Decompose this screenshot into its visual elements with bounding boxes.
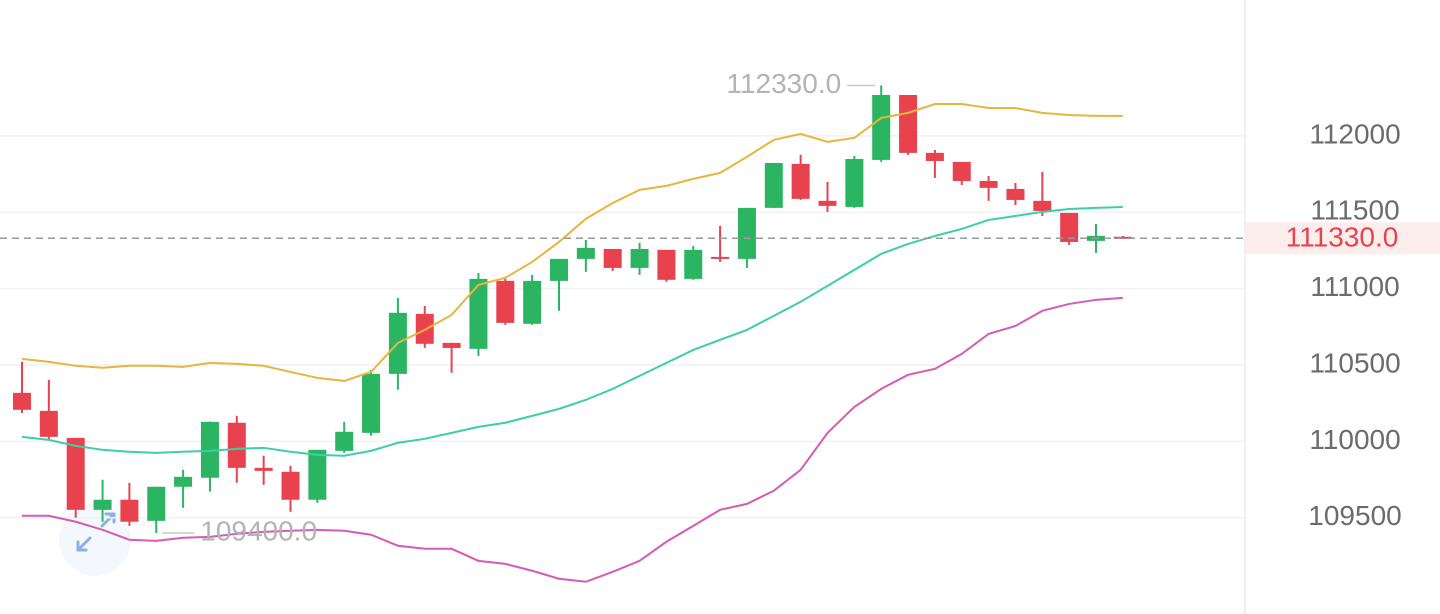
- candle-body: [603, 248, 622, 268]
- candle-body: [872, 95, 891, 160]
- candle-body: [523, 280, 542, 324]
- y-tick-label: 110000: [1309, 424, 1400, 455]
- band-line: [21, 205, 1123, 457]
- min-label: 109400.0: [200, 515, 317, 546]
- y-tick-label: 112000: [1309, 118, 1400, 149]
- y-tick-label: 111500: [1310, 195, 1399, 226]
- candle-body: [737, 207, 756, 259]
- candle-body: [764, 162, 783, 208]
- candle-body: [308, 449, 327, 500]
- candle-body: [442, 342, 461, 348]
- candle-body: [684, 249, 703, 279]
- band-line: [21, 103, 1123, 382]
- y-tick-label: 111000: [1310, 271, 1399, 302]
- candle-body: [1033, 200, 1052, 211]
- candle-body: [147, 486, 166, 521]
- candle-body: [469, 278, 488, 349]
- candle-body: [979, 180, 998, 188]
- candle-body: [227, 422, 246, 468]
- max-label: 112330.0: [726, 68, 841, 99]
- candle-body: [281, 471, 300, 500]
- candle-body: [550, 258, 568, 281]
- candle-body: [1006, 188, 1025, 200]
- zoom-button[interactable]: [59, 504, 131, 576]
- candle-body: [496, 280, 515, 323]
- y-tick-label: 110500: [1309, 347, 1400, 378]
- candle-body: [174, 476, 193, 487]
- y-tick-label: 109500: [1308, 500, 1401, 531]
- candle-body: [335, 431, 354, 451]
- candle-body: [711, 256, 730, 259]
- zoom-icon[interactable]: [76, 512, 116, 552]
- candle-body: [13, 392, 31, 410]
- candle-body: [66, 437, 85, 510]
- candle-body: [576, 247, 595, 259]
- candle-body: [93, 499, 112, 510]
- candle-body: [254, 467, 273, 471]
- zoom-button-bg[interactable]: [59, 504, 131, 576]
- last-price-label: 111330.0: [1286, 222, 1399, 253]
- last-price-box: [1246, 222, 1440, 255]
- candle-body: [845, 158, 864, 207]
- candle-body: [818, 200, 837, 206]
- candle-body: [362, 373, 381, 433]
- band-line: [22, 296, 1123, 583]
- candle-body: [120, 499, 139, 522]
- candle-body: [39, 410, 58, 437]
- candle-body: [200, 421, 219, 478]
- candle-body: [657, 249, 676, 280]
- candle-body: [952, 161, 971, 181]
- candle-body: [791, 163, 810, 199]
- candle-body: [1060, 212, 1079, 242]
- candle-body: [899, 95, 918, 153]
- candle-body: [925, 152, 944, 161]
- candle-body: [630, 248, 649, 268]
